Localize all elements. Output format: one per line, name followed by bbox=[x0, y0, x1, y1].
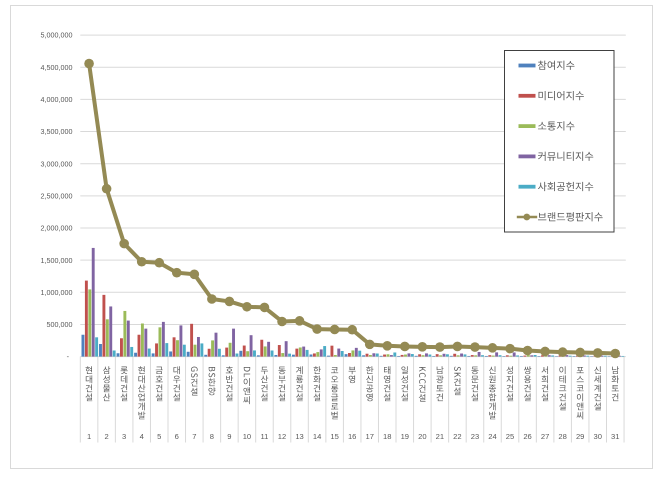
svg-text:22: 22 bbox=[453, 432, 461, 441]
svg-text:9: 9 bbox=[227, 432, 231, 441]
svg-text:27: 27 bbox=[541, 432, 549, 441]
svg-text:3,000,000: 3,000,000 bbox=[41, 159, 73, 168]
svg-text:4,500,000: 4,500,000 bbox=[41, 63, 73, 72]
svg-text:1: 1 bbox=[87, 432, 91, 441]
svg-text:6: 6 bbox=[175, 432, 179, 441]
svg-text:3,500,000: 3,500,000 bbox=[41, 127, 73, 136]
svg-text:20: 20 bbox=[418, 432, 426, 441]
svg-text:21: 21 bbox=[436, 432, 444, 441]
svg-text:1,500,000: 1,500,000 bbox=[41, 256, 73, 265]
svg-text:14: 14 bbox=[313, 432, 321, 441]
svg-text:4,000,000: 4,000,000 bbox=[41, 95, 73, 104]
svg-text:15: 15 bbox=[330, 432, 338, 441]
svg-text:5,000,000: 5,000,000 bbox=[41, 31, 73, 40]
svg-text:3: 3 bbox=[122, 432, 126, 441]
svg-text:4: 4 bbox=[140, 432, 144, 441]
svg-text:26: 26 bbox=[523, 432, 531, 441]
svg-text:17: 17 bbox=[365, 432, 373, 441]
svg-text:19: 19 bbox=[401, 432, 409, 441]
svg-text:8: 8 bbox=[210, 432, 214, 441]
svg-text:23: 23 bbox=[471, 432, 479, 441]
svg-text:24: 24 bbox=[488, 432, 496, 441]
svg-text:2: 2 bbox=[104, 432, 108, 441]
svg-text:13: 13 bbox=[295, 432, 303, 441]
svg-text:12: 12 bbox=[278, 432, 286, 441]
svg-text:2,000,000: 2,000,000 bbox=[41, 224, 73, 233]
svg-text:11: 11 bbox=[261, 432, 269, 441]
svg-text:1,000,000: 1,000,000 bbox=[41, 288, 73, 297]
svg-text:18: 18 bbox=[383, 432, 391, 441]
svg-text:2,500,000: 2,500,000 bbox=[41, 191, 73, 200]
svg-text:10: 10 bbox=[243, 432, 251, 441]
svg-text:31: 31 bbox=[611, 432, 619, 441]
svg-text:5: 5 bbox=[157, 432, 161, 441]
svg-text:30: 30 bbox=[594, 432, 602, 441]
svg-text:25: 25 bbox=[506, 432, 514, 441]
svg-text:500,000: 500,000 bbox=[47, 320, 73, 329]
svg-text:28: 28 bbox=[558, 432, 566, 441]
svg-text:29: 29 bbox=[576, 432, 584, 441]
svg-text:16: 16 bbox=[348, 432, 356, 441]
svg-text:7: 7 bbox=[192, 432, 196, 441]
